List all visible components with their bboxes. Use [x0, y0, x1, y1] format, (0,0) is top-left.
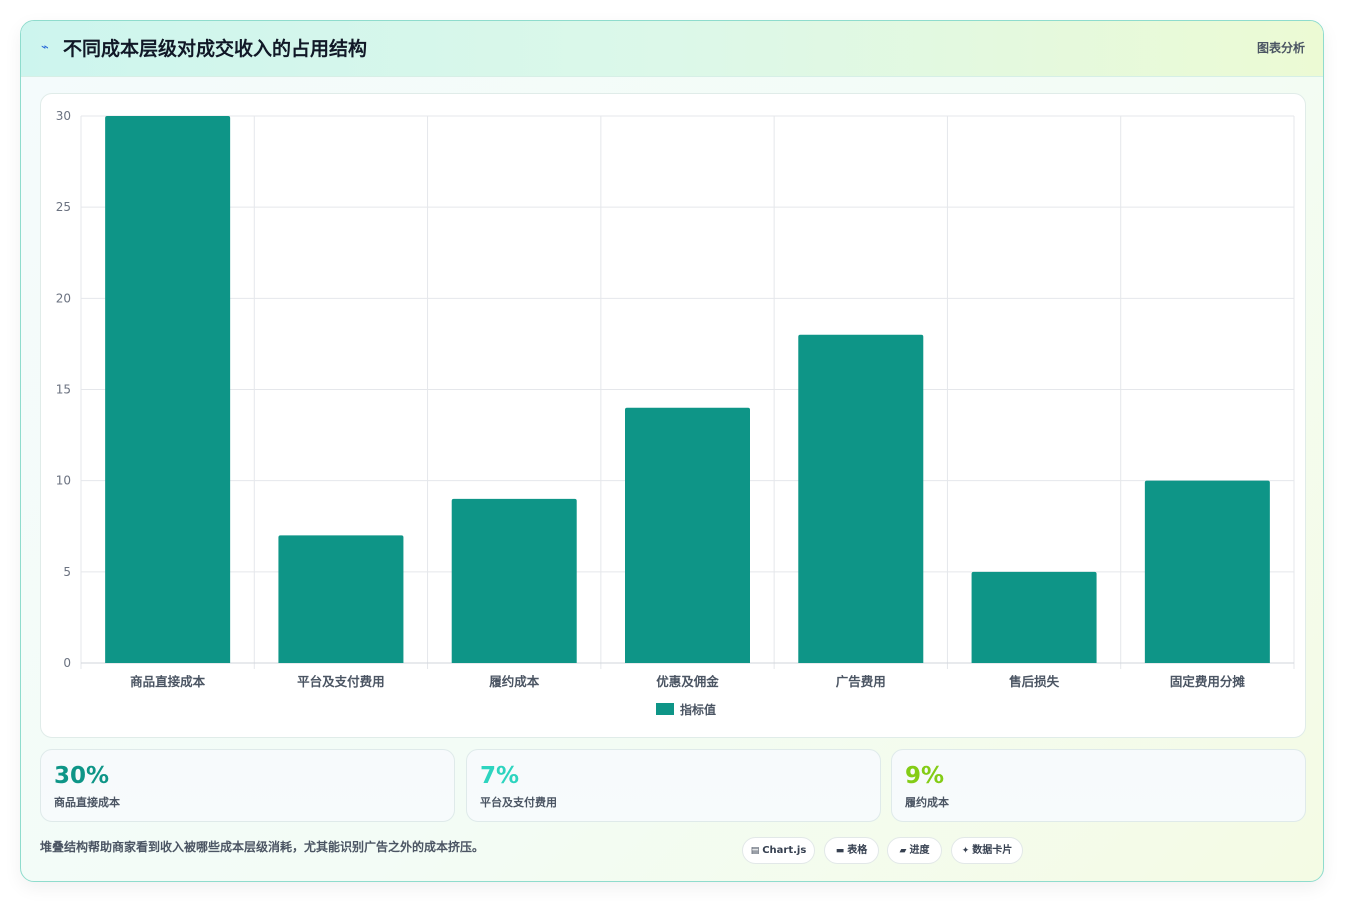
x-tick-label: 固定费用分摊: [1170, 674, 1246, 689]
bar: [278, 535, 404, 663]
card-header: ⌁ 不同成本层级对成交收入的占用结构 图表分析: [21, 21, 1323, 77]
y-tick-label: 20: [56, 291, 71, 305]
table-pill[interactable]: ▬ 表格: [824, 837, 879, 864]
y-tick-label: 0: [63, 656, 71, 670]
y-tick-label: 5: [63, 565, 71, 579]
y-tick-label: 30: [56, 109, 71, 123]
lightning-icon: ⌁: [41, 40, 49, 55]
stat-value: 7%: [480, 763, 520, 789]
legend-swatch: [656, 703, 674, 715]
y-tick-label: 25: [56, 200, 71, 214]
bar: [798, 334, 924, 663]
x-tick-label: 履约成本: [488, 674, 540, 689]
chart-card: ⌁ 不同成本层级对成交收入的占用结构 图表分析 0 5 10 15 20 25 30 商品直接…: [20, 20, 1324, 882]
progress-icon: ▰: [899, 846, 907, 856]
page-title: 不同成本层级对成交收入的占用结构: [63, 38, 368, 60]
pill-label: 进度: [909, 845, 930, 856]
stat-label: 商品直接成本: [54, 796, 120, 809]
x-tick-label: 优惠及佣金: [656, 674, 719, 689]
data-card-pill[interactable]: ✦ 数据卡片: [951, 837, 1023, 864]
stat-label: 履约成本: [905, 796, 949, 809]
y-tick-label: 10: [56, 474, 71, 488]
stat-card-3: 9% 履约成本: [891, 749, 1306, 822]
footer-note: 堆叠结构帮助商家看到收入被哪些成本层级消耗，尤其能识别广告之外的成本挤压。: [40, 840, 485, 854]
bar: [625, 407, 750, 663]
stat-label: 平台及支付费用: [480, 796, 557, 809]
bar: [105, 116, 231, 663]
stat-value: 9%: [905, 763, 945, 789]
x-tick-label: 售后损失: [1009, 674, 1060, 689]
legend-label: 指标值: [680, 702, 716, 717]
bar: [1144, 480, 1270, 663]
progress-pill[interactable]: ▰ 进度: [887, 837, 942, 864]
chartjs-pill[interactable]: ▤ Chart.js: [742, 837, 815, 864]
x-tick-label: 广告费用: [836, 674, 886, 689]
stat-card-1: 30% 商品直接成本: [40, 749, 455, 822]
stat-card-2: 7% 平台及支付费用: [466, 749, 881, 822]
table-icon: ▬: [835, 846, 845, 856]
y-tick-label: 15: [56, 383, 71, 397]
x-tick-label: 商品直接成本: [130, 674, 206, 689]
pill-label: 表格: [847, 845, 868, 856]
stat-value: 30%: [54, 763, 110, 789]
sparkle-icon: ✦: [961, 846, 970, 856]
bar: [451, 498, 577, 663]
x-tick-label: 平台及支付费用: [297, 674, 385, 689]
pill-label: Chart.js: [762, 845, 807, 856]
bar: [971, 571, 1097, 663]
chart-panel: 0 5 10 15 20 25 30 商品直接成本 平台及支付费用 履约成本 优惠及佣金 广告费用 售后…: [40, 93, 1306, 738]
chart-analysis-tag: 图表分析: [1256, 41, 1305, 55]
pill-label: 数据卡片: [972, 845, 1013, 856]
chart-icon: ▤: [750, 846, 760, 856]
bar-chart: 0 5 10 15 20 25 30 商品直接成本 平台及支付费用 履约成本 优惠及佣金 广告费用 售后…: [56, 109, 1295, 717]
